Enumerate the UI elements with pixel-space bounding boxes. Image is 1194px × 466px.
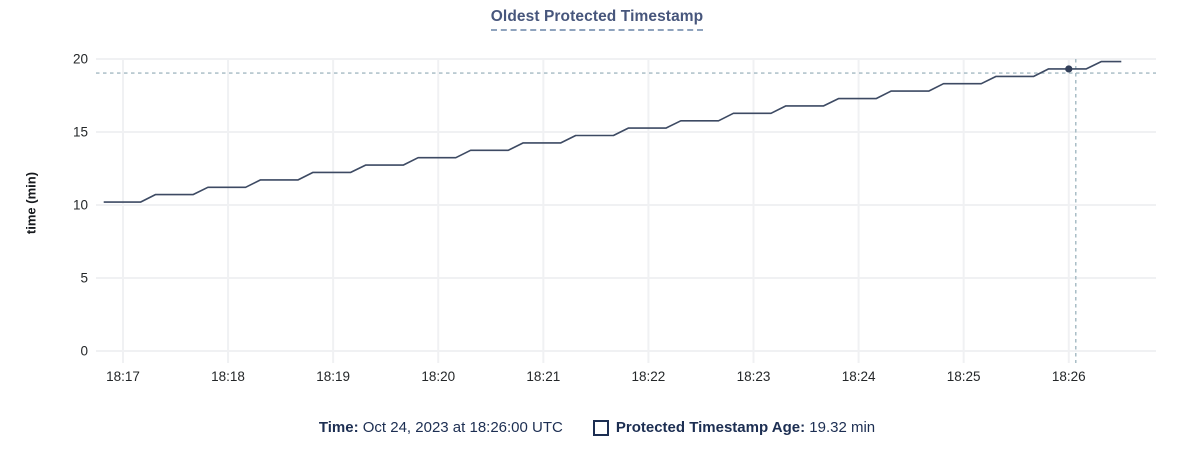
x-tick-label: 18:18 [211,369,245,384]
legend-time-value: Oct 24, 2023 at 18:26:00 UTC [358,419,563,436]
chart-title[interactable]: Oldest Protected Timestamp [490,8,704,31]
chart-legend: Time: Oct 24, 2023 at 18:26:00 UTC Prote… [0,419,1194,436]
hovered-data-point-marker [1065,65,1073,73]
legend-time-label: Time: [318,419,359,436]
series-checkbox-icon[interactable] [592,419,609,436]
x-tick-label: 18:23 [737,369,771,384]
y-tick-label: 5 [80,271,88,286]
x-tick-label: 18:17 [106,369,140,384]
x-tick-label: 18:24 [842,369,876,384]
y-tick-label: 15 [73,125,88,140]
line-chart-plot-area[interactable]: 0 5 10 15 20 18:17 18:18 18:19 18:20 18:21 18:22 18… [0,0,1194,412]
y-tick-label: 10 [73,198,88,213]
x-tick-label: 18:20 [421,369,455,384]
series-line [103,60,1122,203]
x-tick-label: 18:26 [1052,369,1086,384]
legend-series-label: Protected Timestamp Age: [615,419,806,436]
legend-time-item: Time: Oct 24, 2023 at 18:26:00 UTC [319,419,563,436]
y-tick-label: 20 [73,52,88,67]
x-tick-label: 18:19 [316,369,350,384]
y-tick-label: 0 [80,344,88,359]
x-tick-label: 18:25 [947,369,981,384]
chart-title-row: Oldest Protected Timestamp [0,8,1194,31]
x-tick-label: 18:22 [632,369,666,384]
x-tick-label: 18:21 [526,369,560,384]
legend-series-value: 19.32 min [805,419,876,436]
legend-series-item[interactable]: Protected Timestamp Age: 19.32 min [592,419,876,436]
